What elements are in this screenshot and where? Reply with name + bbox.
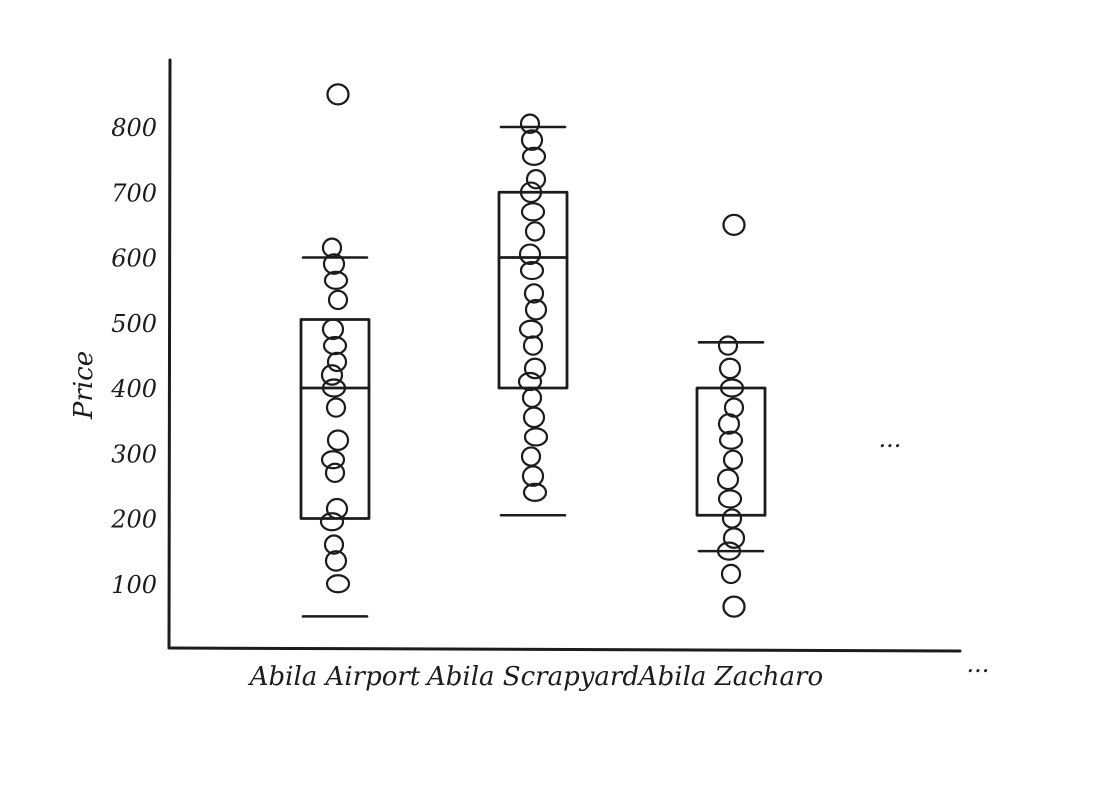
data-point: [523, 283, 545, 304]
data-point: [722, 527, 746, 549]
x-category-label: Abila Airport: [248, 662, 421, 692]
y-tick-label: 400: [110, 375, 157, 403]
boxes: [299, 83, 767, 618]
data-point: [520, 446, 542, 467]
outlier-point: [326, 83, 350, 106]
data-point: [321, 378, 347, 398]
box-body: [695, 386, 767, 517]
data-point: [319, 512, 345, 532]
y-tick-label: 500: [111, 310, 157, 338]
data-point: [520, 202, 546, 222]
data-point: [520, 129, 544, 151]
data-point: [717, 335, 739, 356]
data-point: [523, 427, 549, 447]
data-point: [519, 181, 543, 204]
data-point: [522, 406, 546, 429]
data-point: [518, 319, 544, 339]
box-body: [299, 318, 371, 520]
y-tick-labels: 100 200 300 400 500 600 700 800: [110, 114, 157, 599]
data-point: [323, 270, 349, 290]
x-category-label: Abila Scrapyard: [425, 662, 639, 692]
axes: [167, 58, 962, 653]
y-axis-label: Price: [69, 351, 99, 420]
data-point: [324, 462, 346, 484]
y-tick-label: 300: [111, 440, 157, 468]
data-point: [722, 449, 744, 470]
x-category-label: Abila Zacharo: [637, 662, 823, 692]
y-tick-label: 700: [111, 179, 157, 207]
box-group: [695, 213, 767, 618]
continuation-ellipsis: ...: [879, 425, 902, 453]
x-axis-continuation-ellipsis: ...: [967, 650, 990, 678]
data-point: [321, 237, 343, 258]
data-point: [521, 387, 543, 408]
data-point: [322, 253, 346, 275]
data-point: [325, 497, 349, 520]
data-point: [325, 574, 351, 594]
data-point: [718, 357, 742, 380]
x-category-labels: Abila Airport Abila Scrapyard Abila Zachar…: [248, 662, 823, 692]
data-point: [323, 534, 345, 555]
data-point: [327, 289, 349, 311]
data-point: [325, 397, 347, 418]
data-point: [523, 357, 547, 380]
data-point: [717, 413, 741, 435]
data-point: [522, 482, 548, 502]
data-point: [525, 168, 547, 190]
box-group: [497, 113, 569, 517]
data-point: [320, 450, 346, 470]
data-point: [326, 351, 348, 373]
y-tick-label: 800: [111, 114, 157, 142]
data-point: [717, 489, 743, 509]
x-axis-line: [168, 646, 962, 653]
data-point: [518, 243, 542, 266]
data-point: [519, 113, 541, 134]
y-tick-label: 200: [110, 506, 157, 534]
data-point: [719, 378, 745, 398]
data-point: [524, 221, 546, 242]
data-point: [324, 550, 348, 572]
data-point: [720, 563, 742, 585]
data-point: [524, 298, 548, 321]
y-axis-line: [167, 58, 172, 650]
data-point: [521, 146, 547, 166]
data-point: [716, 541, 742, 561]
data-point: [718, 430, 744, 450]
data-point: [321, 318, 345, 341]
outlier-point: [722, 213, 746, 237]
data-point: [521, 465, 545, 487]
data-point: [519, 260, 545, 281]
box-group: [299, 83, 371, 618]
y-tick-label: 600: [111, 245, 157, 273]
data-point: [716, 468, 740, 491]
data-point: [721, 508, 743, 529]
data-point: [320, 364, 344, 386]
outlier-point: [722, 595, 746, 618]
data-point: [326, 429, 350, 451]
y-tick-label: 100: [111, 571, 157, 599]
data-point: [522, 335, 544, 356]
